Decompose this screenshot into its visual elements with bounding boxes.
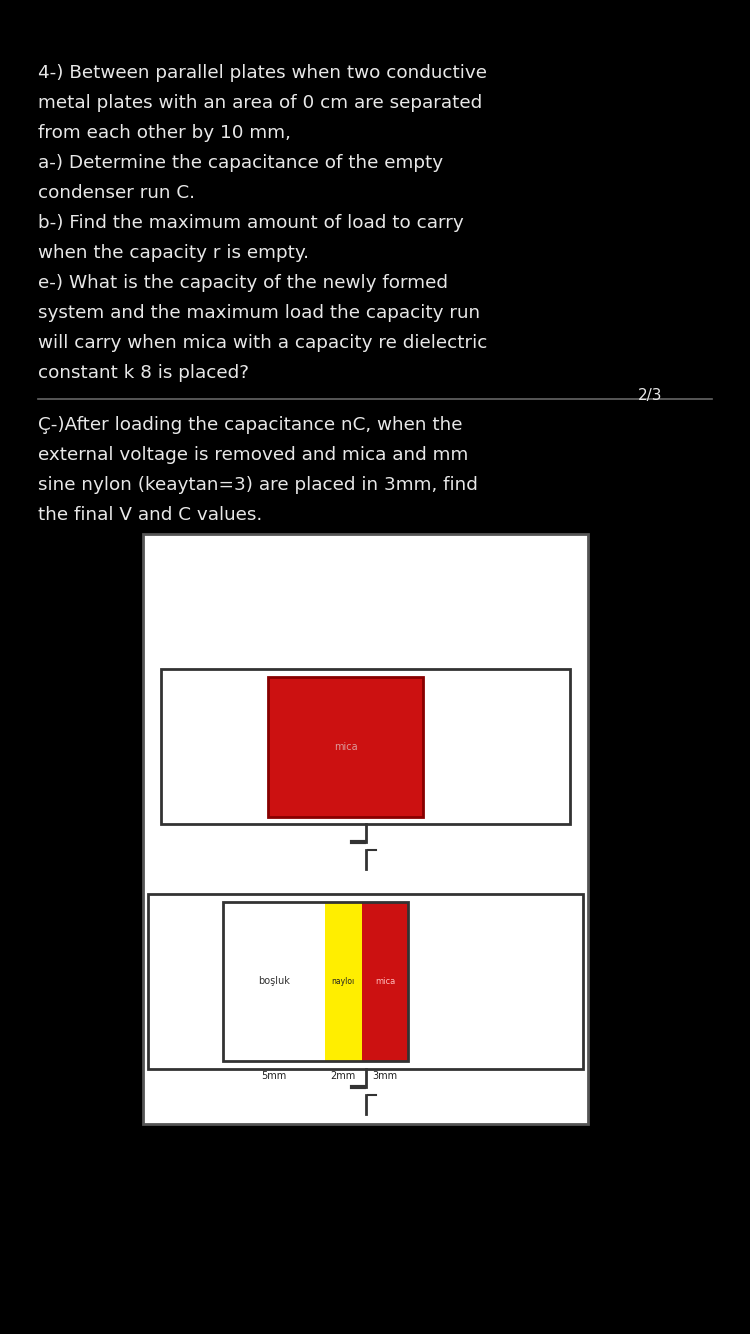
Bar — [148, 894, 583, 1069]
Text: when the capacity r is empty.: when the capacity r is empty. — [38, 244, 309, 261]
Text: the final V and C values.: the final V and C values. — [38, 506, 262, 524]
Bar — [223, 902, 325, 1061]
Text: constant k 8 is placed?: constant k 8 is placed? — [38, 364, 249, 382]
Bar — [143, 534, 588, 1125]
Text: 4-) Between parallel plates when two conductive: 4-) Between parallel plates when two con… — [38, 64, 487, 81]
Text: from each other by 10 mm,: from each other by 10 mm, — [38, 124, 291, 141]
Text: Ç-)After loading the capacitance nC, when the: Ç-)After loading the capacitance nC, whe… — [38, 416, 463, 434]
Text: nayloı: nayloı — [332, 976, 355, 986]
Text: will carry when mica with a capacity re dielectric: will carry when mica with a capacity re … — [38, 334, 488, 352]
Text: 3mm: 3mm — [372, 1071, 398, 1081]
Text: external voltage is removed and mica and mm: external voltage is removed and mica and… — [38, 446, 468, 464]
Text: sine nylon (keaytan=3) are placed in 3mm, find: sine nylon (keaytan=3) are placed in 3mm… — [38, 476, 478, 494]
Bar — [268, 676, 423, 816]
Text: metal plates with an area of 0 cm are separated: metal plates with an area of 0 cm are se… — [38, 93, 482, 112]
Text: condenser run C.: condenser run C. — [38, 184, 195, 201]
Bar — [161, 668, 570, 824]
Bar — [223, 902, 408, 1061]
Text: 2/3: 2/3 — [638, 388, 662, 403]
Text: e-) What is the capacity of the newly formed: e-) What is the capacity of the newly fo… — [38, 273, 448, 292]
Text: b-) Find the maximum amount of load to carry: b-) Find the maximum amount of load to c… — [38, 213, 463, 232]
Text: system and the maximum load the capacity run: system and the maximum load the capacity… — [38, 304, 480, 321]
Text: mica: mica — [375, 976, 395, 986]
Text: a-) Determine the capacitance of the empty: a-) Determine the capacitance of the emp… — [38, 153, 443, 172]
Text: 5mm: 5mm — [261, 1071, 286, 1081]
Bar — [362, 902, 408, 1061]
Text: mica: mica — [334, 742, 357, 751]
Bar — [325, 902, 362, 1061]
Text: 2mm: 2mm — [331, 1071, 356, 1081]
Text: boşluk: boşluk — [258, 976, 290, 987]
